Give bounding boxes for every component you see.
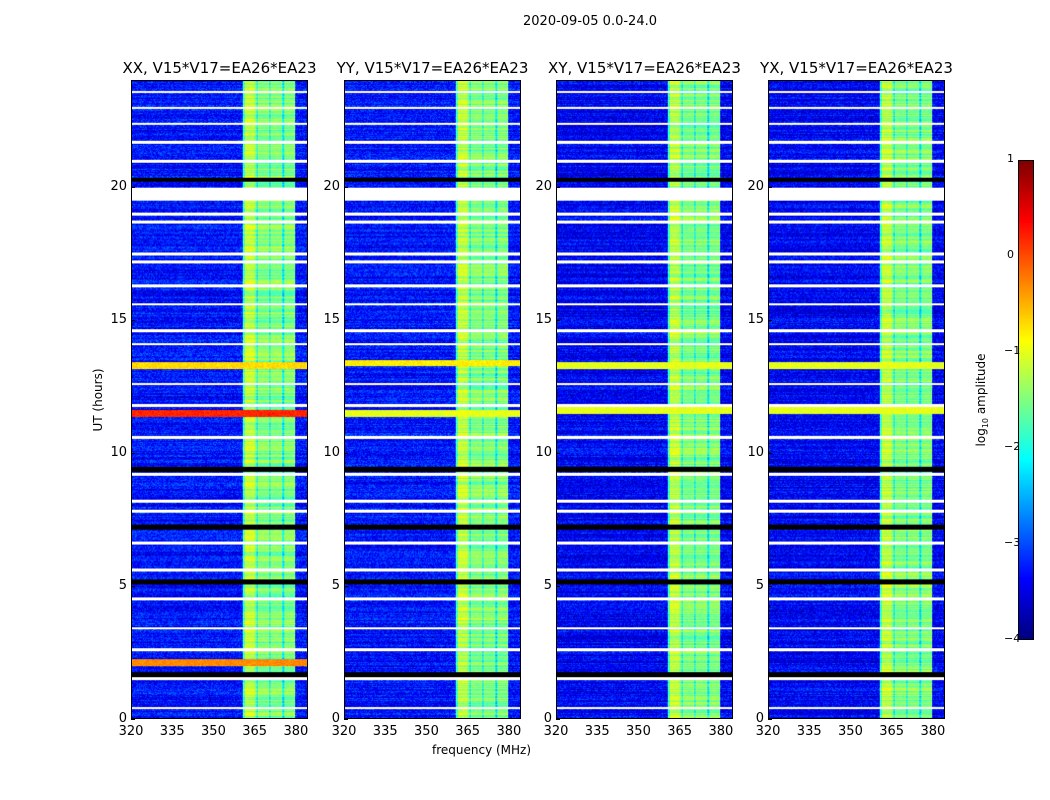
y-tick-mark xyxy=(131,452,135,454)
y-tick-mark xyxy=(131,186,135,188)
y-tick-mark xyxy=(344,319,348,321)
y-tick-mark xyxy=(768,585,772,587)
y-tick-mark xyxy=(131,719,135,720)
y-tick-label: 15 xyxy=(323,311,340,327)
heatmap-image xyxy=(769,81,944,718)
y-tick-mark xyxy=(344,585,348,587)
colorbar-tick-label: 1 xyxy=(1007,152,1014,165)
x-tick-label: 350 xyxy=(626,724,651,739)
x-tick-label: 350 xyxy=(201,724,226,739)
y-tick-label: 20 xyxy=(323,178,340,194)
y-tick-label: 10 xyxy=(747,444,764,460)
y-tick-label: 20 xyxy=(747,178,764,194)
y-tick-label: 5 xyxy=(543,577,552,593)
y-tick-label: 10 xyxy=(535,444,552,460)
y-tick-label: 10 xyxy=(110,444,127,460)
x-tick-label: 350 xyxy=(414,724,439,739)
y-tick-mark xyxy=(131,319,135,321)
y-tick-mark xyxy=(556,585,560,587)
y-tick-label: 15 xyxy=(535,311,552,327)
x-tick-label: 320 xyxy=(331,724,357,739)
x-tick-label: 365 xyxy=(455,724,481,739)
x-tick-label: 335 xyxy=(372,724,398,739)
y-tick-mark xyxy=(768,452,772,454)
y-tick-mark xyxy=(556,719,560,720)
x-tick-label: 365 xyxy=(242,724,268,739)
x-tick-label: 365 xyxy=(879,724,905,739)
y-tick-label: 0 xyxy=(118,711,127,726)
suptitle: 2020-09-05 0.0-24.0 xyxy=(523,14,657,29)
y-tick-label: 10 xyxy=(323,444,340,460)
panel-title: YY, V15*V17=EA26*EA23 xyxy=(336,59,529,77)
y-tick-mark xyxy=(131,585,135,587)
waterfall-panel xyxy=(556,80,733,719)
y-tick-label: 20 xyxy=(535,178,552,194)
x-tick-label: 320 xyxy=(755,724,781,739)
panel-title: YX, V15*V17=EA26*EA23 xyxy=(760,59,953,77)
x-tick-label: 380 xyxy=(496,724,522,739)
colorbar-tick-label: −4 xyxy=(1004,632,1021,645)
x-tick-label: 335 xyxy=(159,724,185,739)
y-tick-mark xyxy=(556,319,560,321)
x-tick-label: 365 xyxy=(667,724,693,739)
x-tick-label: 335 xyxy=(584,724,610,739)
x-tick-label: 320 xyxy=(118,724,144,739)
y-tick-label: 15 xyxy=(110,311,127,327)
y-tick-label: 20 xyxy=(110,178,127,194)
waterfall-panel xyxy=(768,80,945,719)
y-tick-mark xyxy=(344,719,348,720)
y-tick-mark xyxy=(768,319,772,321)
waterfall-panel xyxy=(131,80,308,719)
colorbar-tick-label: −3 xyxy=(1004,536,1021,549)
y-tick-label: 5 xyxy=(118,577,127,593)
heatmap-image xyxy=(557,81,732,718)
waterfall-panel xyxy=(344,80,521,719)
colorbar-tick-label: 0 xyxy=(1007,248,1014,261)
y-tick-mark xyxy=(344,186,348,188)
y-tick-mark xyxy=(556,452,560,454)
x-tick-label: 335 xyxy=(796,724,822,739)
y-tick-label: 0 xyxy=(543,711,552,726)
y-tick-mark xyxy=(768,719,772,720)
y-tick-label: 0 xyxy=(331,711,340,726)
y-axis-label: UT (hours) xyxy=(91,368,105,432)
heatmap-image xyxy=(132,81,307,718)
x-tick-label: 380 xyxy=(708,724,734,739)
heatmap-image xyxy=(345,81,520,718)
y-tick-label: 0 xyxy=(755,711,764,726)
x-tick-label: 350 xyxy=(838,724,863,739)
colorbar-label: log10 amplitude xyxy=(973,353,991,447)
x-tick-label: 380 xyxy=(283,724,309,739)
x-tick-label: 380 xyxy=(920,724,946,739)
colorbar-gradient xyxy=(1019,161,1033,639)
x-axis-label: frequency (MHz) xyxy=(432,743,532,757)
colorbar-tick-label: −2 xyxy=(1004,440,1021,453)
colorbar xyxy=(1018,160,1034,640)
x-tick-label: 320 xyxy=(543,724,569,739)
panel-title: XY, V15*V17=EA26*EA23 xyxy=(548,59,741,77)
y-tick-label: 5 xyxy=(331,577,340,593)
y-tick-mark xyxy=(344,452,348,454)
y-tick-mark xyxy=(768,186,772,188)
colorbar-tick-label: −1 xyxy=(1004,344,1021,357)
panel-title: XX, V15*V17=EA26*EA23 xyxy=(122,59,317,77)
y-tick-mark xyxy=(556,186,560,188)
y-tick-label: 15 xyxy=(747,311,764,327)
y-tick-label: 5 xyxy=(755,577,764,593)
